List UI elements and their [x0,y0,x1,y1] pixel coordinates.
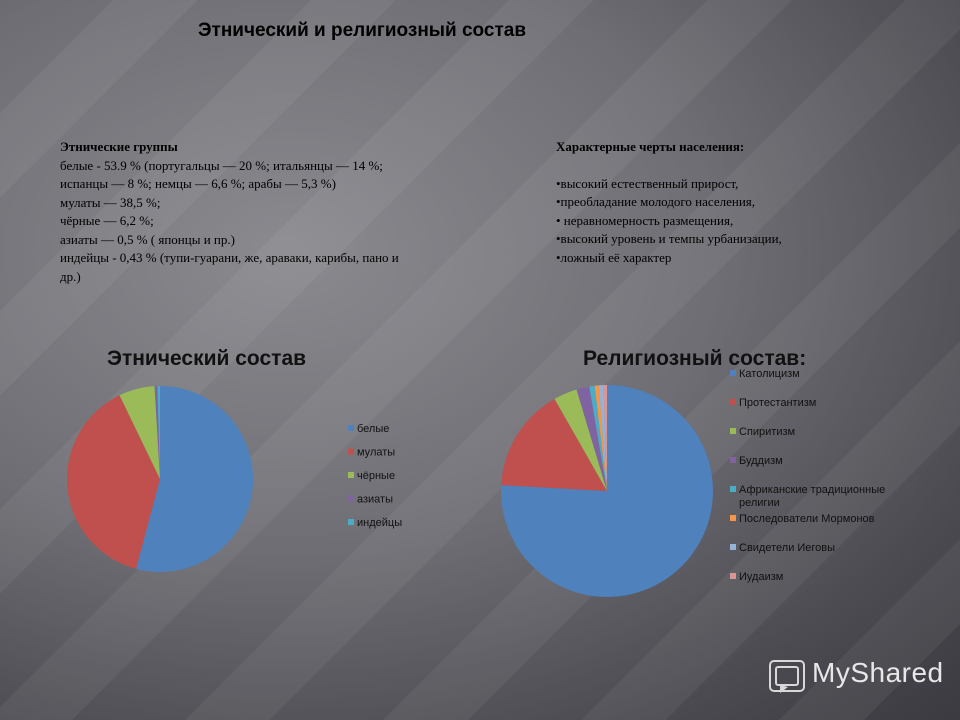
legend-marker [730,486,736,492]
pie-slice-белые [135,386,253,572]
legend-marker [348,448,354,455]
pie-slice-Свидетели Иеговы [598,385,607,491]
legend-label: Африканские традиционные религии [739,484,885,509]
logo-text: MyShared [812,657,944,688]
pie-slice-мулаты [66,395,160,569]
ethnic-line: азиаты — 0,5 % ( японцы и пр.) [60,231,235,247]
ethnic-groups-heading: Этнические группы [60,139,178,154]
legend-marker [348,495,354,502]
legend-marker [730,370,736,376]
legend-label: Последователи Мормонов [739,513,875,525]
legend-marker [730,515,736,521]
legend-marker [730,399,736,405]
legend-marker [730,428,736,434]
feature-bullet: •высокий естественный прирост, [556,175,739,191]
legend-label: Буддизм [739,455,783,467]
pie-slice-чёрные [119,386,160,479]
pie-slice-Буддизм [576,386,607,491]
ethnic-line: др.) [60,268,81,284]
pie-chart-0: Этнический состав белые мулаты чёрные азиаты… [66,347,402,572]
ethnic-line: испанцы — 8 %; немцы — 6,6 %; арабы — 5,… [60,176,336,191]
legend-label: белые [357,423,389,435]
chart-title: Этнический состав [107,347,306,370]
legend-label: Спиритизм [739,426,795,438]
legend-marker [730,457,736,463]
ethnic-groups-text: Этнические группы белые - 53.9 % (португ… [60,138,490,286]
pie-slice-Последователи Мормонов [594,385,607,491]
population-features-heading: Характерные черты населения: [556,139,745,154]
legend-marker [730,573,736,579]
pie-slice-Африканские традиционные религии [589,385,607,491]
pie-slice-азиаты [154,386,160,479]
pie-slice-Протестантизм [501,398,607,491]
population-features-text: Характерные черты населения: •высокий ес… [556,138,896,267]
legend-marker [348,472,354,478]
pie-slice-Иудаизм [603,385,607,491]
chart-title: Религиозный состав: [583,347,806,370]
legend-label: индейцы [357,517,402,529]
legend-label: Протестантизм [739,397,816,409]
myshared-logo-icon [769,660,805,693]
legend-marker [730,544,736,550]
legend-label: Католицизм [739,368,800,380]
ethnic-line: индейцы - 0,43 % (тупи-гуарани, же, арав… [60,250,399,265]
pie-slice-Спиритизм [554,389,607,491]
legend-label: Иудаизм [739,571,783,583]
legend-label: Свидетели Иеговы [739,542,835,554]
feature-bullet: • неравномерность размещения, [556,212,734,228]
legend-label: азиаты [357,494,393,506]
legend-marker [348,519,354,525]
feature-bullet: •высокий уровень и темпы урбанизации, [556,231,782,246]
pie-chart-1: Религиозный состав:Католицизм Протестанти… [501,347,885,598]
ethnic-line: белые - 53.9 % (португальцы — 20 %; итал… [60,157,383,173]
slide-title: Этнический и религиозный состав [198,20,527,41]
legend-marker [348,425,354,431]
pie-slice-индейцы [157,386,160,479]
legend-label: мулаты [357,447,395,459]
legend-label: чёрные [357,470,395,482]
feature-bullet: •ложный её характер [556,249,672,265]
ethnic-line: чёрные — 6,2 %; [60,213,154,228]
feature-bullet: •преобладание молодого населения, [556,194,756,209]
pie-slice-Католицизм [501,385,713,598]
ethnic-line: мулаты — 38,5 %; [60,194,161,210]
